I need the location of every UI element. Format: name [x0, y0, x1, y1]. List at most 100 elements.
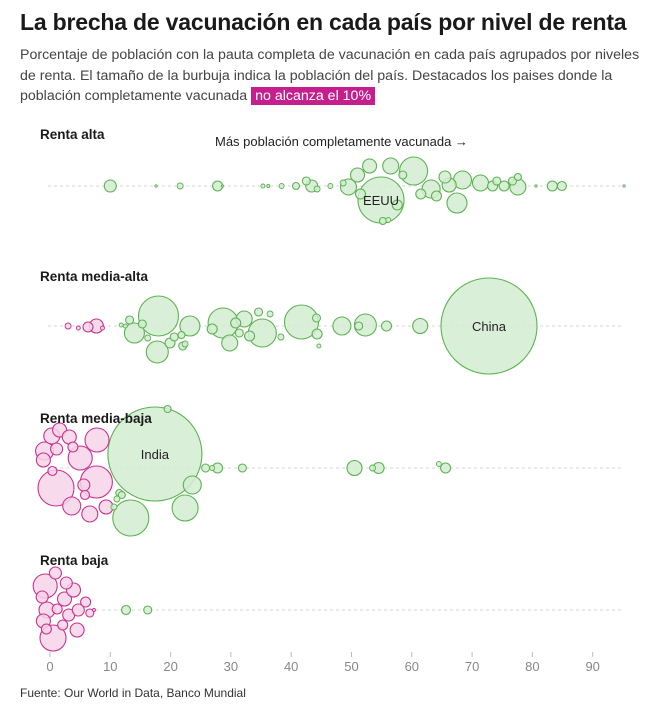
bubble — [380, 320, 393, 332]
bubble — [498, 180, 510, 192]
bubble-low — [59, 576, 73, 590]
bubble — [327, 183, 334, 189]
x-tick-label: 80 — [525, 659, 539, 674]
bubble — [118, 322, 124, 328]
group-label: Renta media-baja — [40, 411, 152, 426]
bubble — [230, 317, 242, 329]
bubble — [237, 463, 247, 473]
bubble-low — [79, 489, 91, 501]
bubble-low — [35, 452, 51, 468]
bubble — [382, 157, 400, 175]
bubble-low — [82, 321, 94, 333]
bubble — [254, 307, 264, 317]
bubble — [163, 404, 172, 414]
x-tick-label: 20 — [163, 659, 177, 674]
bubble — [122, 323, 128, 329]
x-tick-label: 90 — [585, 659, 599, 674]
bubble — [378, 216, 387, 226]
bubble-label: India — [141, 447, 170, 462]
x-tick-label: 40 — [284, 659, 298, 674]
bubble — [346, 459, 363, 477]
group-label: Renta alta — [40, 127, 105, 142]
bubble — [209, 465, 216, 471]
subtitle-text: Porcentaje de población con la pauta com… — [20, 47, 640, 104]
bubble-low — [48, 566, 62, 580]
bubble — [332, 316, 352, 336]
bubble — [179, 315, 201, 337]
bubble — [277, 333, 285, 341]
bubble — [546, 180, 558, 192]
bubble — [123, 322, 145, 344]
bubble — [513, 172, 522, 182]
bubble — [385, 217, 392, 223]
bubble — [534, 184, 538, 188]
bubble — [313, 185, 321, 193]
bubble-low — [85, 608, 95, 618]
subtitle-highlight: no alcanza el 10% — [251, 87, 376, 105]
bubble — [110, 503, 118, 511]
chart-subtitle: Porcentaje de población con la pauta com… — [20, 45, 650, 107]
bubble — [125, 315, 135, 325]
bubble — [260, 183, 266, 189]
bubble — [266, 184, 271, 188]
bubble-low — [75, 325, 81, 331]
bubble — [181, 340, 189, 348]
bubble-low — [80, 596, 92, 608]
bubble — [311, 313, 322, 323]
bubble — [415, 188, 427, 200]
bubble — [471, 174, 490, 192]
bubble — [113, 495, 121, 503]
bubble — [339, 179, 347, 187]
bubble — [278, 183, 285, 189]
bubble — [154, 184, 158, 188]
bubble — [412, 317, 429, 335]
x-tick-label: 30 — [224, 659, 238, 674]
bubble — [492, 176, 502, 186]
bubble — [354, 321, 364, 331]
bubble — [143, 605, 153, 615]
bubble-low — [40, 623, 52, 635]
bubble-low — [47, 465, 58, 477]
bubble — [171, 494, 199, 522]
bubble — [201, 463, 211, 473]
bubble — [176, 182, 184, 190]
bubble — [145, 340, 169, 364]
bubble — [117, 490, 126, 500]
bubble — [446, 192, 468, 214]
bubble — [107, 406, 203, 502]
source-note: Fuente: Our World in Data, Banco Mundial — [20, 686, 246, 700]
bubble — [112, 499, 150, 537]
bubble-low — [69, 622, 85, 638]
x-tick-label: 70 — [465, 659, 479, 674]
bubble — [182, 475, 202, 495]
bubble — [435, 461, 442, 467]
bubble — [362, 158, 378, 174]
bubble-label: China — [472, 319, 507, 334]
bubble-low — [35, 590, 49, 604]
bubble — [144, 334, 152, 342]
bubble — [369, 464, 377, 472]
bubble — [349, 167, 366, 183]
bubble-low — [51, 603, 63, 615]
bubble-label: EEUU — [363, 193, 399, 208]
bubble — [399, 156, 429, 186]
bubble — [169, 332, 179, 342]
bubble — [438, 170, 452, 184]
bubble-low — [71, 603, 85, 617]
x-tick-label: 10 — [103, 659, 117, 674]
group-label: Renta media-alta — [40, 269, 149, 284]
bubble-low — [56, 591, 73, 607]
x-tick-label: 60 — [405, 659, 419, 674]
bubble — [301, 176, 311, 186]
bubble — [430, 190, 443, 202]
bubbles-layer — [32, 156, 626, 652]
chart-title: La brecha de vacunación en cada país por… — [20, 9, 627, 35]
bubble — [177, 330, 186, 340]
bubble — [440, 277, 538, 375]
bubble-low — [64, 322, 72, 330]
bubble — [266, 310, 274, 318]
bubble-low — [57, 619, 69, 631]
labels-layer: Renta alta EEUU Renta media-alta China Renta… — [40, 127, 507, 568]
bubble — [221, 334, 239, 352]
